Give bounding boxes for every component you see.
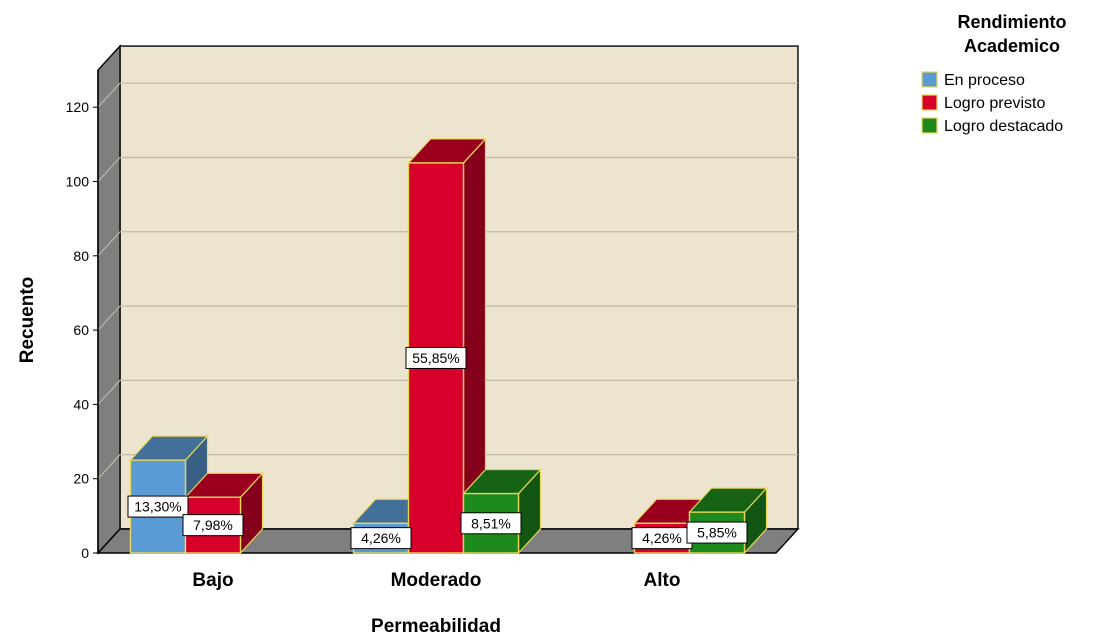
data-label-box	[127, 495, 189, 518]
data-label-box	[460, 512, 522, 535]
x-axis: Bajo Moderado Alto	[192, 570, 680, 591]
data-label: 13,30%	[127, 495, 189, 518]
legend-label: Logro previsto	[944, 95, 1045, 112]
data-label-text: 55,85%	[412, 350, 459, 366]
data-label-text: 8,51%	[471, 515, 511, 531]
y-tick-label: 0	[81, 545, 89, 561]
gridline-side	[97, 454, 121, 480]
legend-item: Logro destacado	[921, 117, 1063, 135]
y-axis: 0 20 40 60 80 100 120	[66, 70, 99, 561]
data-label-text: 7,98%	[193, 517, 233, 533]
legend-item: En proceso	[921, 71, 1025, 89]
legend-title: Rendimiento	[957, 12, 1066, 32]
y-tick-label: 80	[73, 248, 89, 264]
y-tick-label: 20	[73, 471, 89, 487]
legend-swatch	[921, 117, 938, 134]
gridline-side	[97, 379, 121, 405]
data-label: 4,26%	[350, 527, 412, 550]
x-tick-label: Bajo	[192, 570, 233, 591]
y-tick-label: 60	[73, 322, 89, 338]
legend-swatch	[921, 94, 938, 111]
gridline-side	[97, 231, 121, 257]
data-labels: 13,30% 7,98% 4,26% 55,85% 8,51% 4,26% 5,85%	[127, 346, 748, 550]
x-axis-title: Permeabilidad	[371, 616, 501, 637]
data-label-text: 13,30%	[134, 499, 181, 515]
gridline-side	[97, 305, 121, 331]
data-label-text: 4,26%	[361, 530, 401, 546]
legend: Rendimiento Academico En proceso Logro prev…	[921, 12, 1067, 135]
left-wall	[97, 44, 121, 555]
x-tick-label: Alto	[644, 570, 681, 591]
x-tick-label: Moderado	[391, 570, 482, 591]
data-label: 55,85%	[405, 346, 467, 369]
data-label-text: 5,85%	[697, 525, 737, 541]
data-label-box	[405, 346, 467, 369]
y-tick-label: 100	[66, 174, 90, 190]
gridline-side	[97, 157, 121, 182]
legend-title: Academico	[964, 36, 1060, 56]
data-label-box	[686, 521, 748, 544]
legend-item: Logro previsto	[921, 94, 1045, 112]
data-label-box	[350, 527, 412, 550]
legend-label: Logro destacado	[944, 118, 1063, 135]
y-axis-title: Recuento	[17, 277, 38, 364]
data-label-text: 4,26%	[642, 530, 682, 546]
y-tick-label: 40	[73, 396, 89, 412]
legend-swatch	[921, 71, 938, 88]
y-tick-label: 120	[66, 99, 90, 115]
data-label: 8,51%	[460, 512, 522, 535]
data-label-box	[182, 514, 244, 537]
gridline-side	[97, 82, 121, 108]
data-label: 4,26%	[631, 527, 693, 550]
data-label: 5,85%	[686, 521, 748, 544]
data-label: 7,98%	[182, 514, 244, 537]
legend-label: En proceso	[944, 72, 1025, 89]
